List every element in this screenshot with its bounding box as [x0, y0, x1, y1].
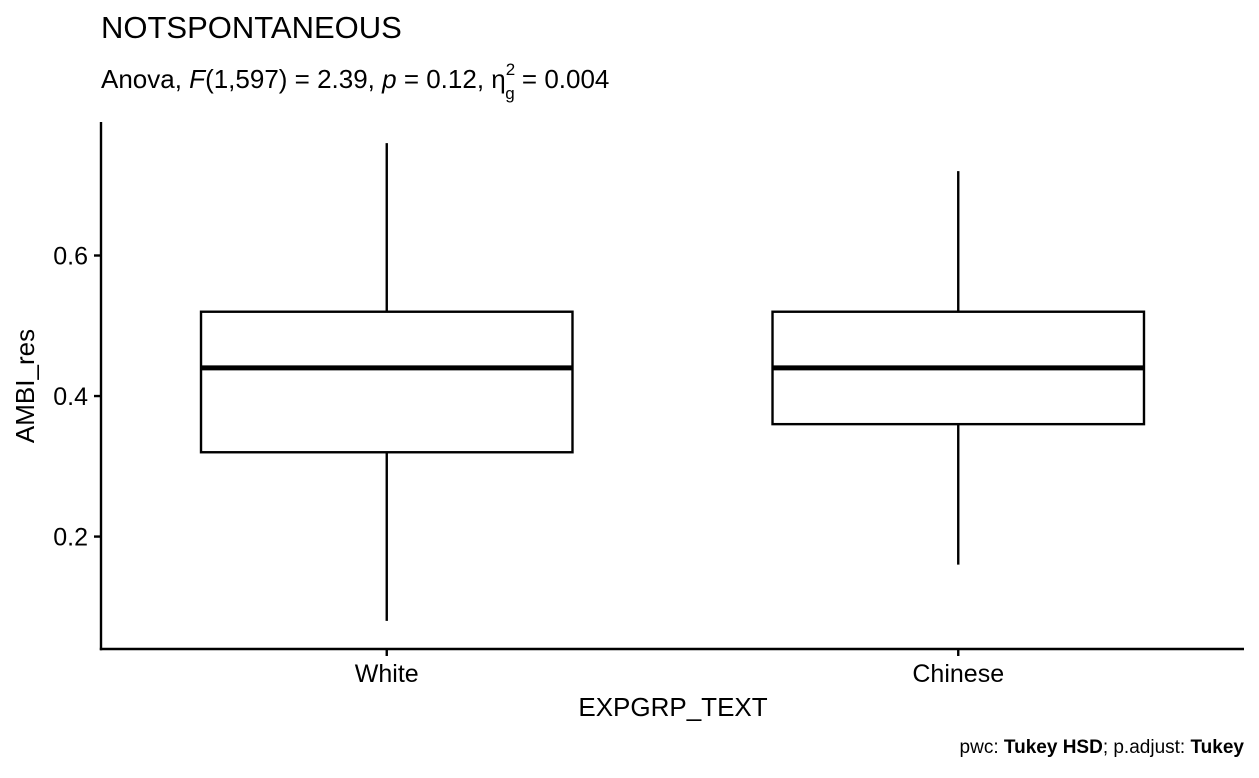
y-axis-title: AMBI_res: [10, 329, 40, 443]
chart-caption: pwc: Tukey HSD; p.adjust: Tukey: [960, 737, 1245, 758]
box-body: [199, 310, 574, 454]
plot-marks: [199, 143, 1146, 621]
y-tick-label: 0.4: [53, 383, 88, 411]
x-tick-label: White: [355, 660, 419, 688]
chart-title: NOTSPONTANEOUS: [101, 10, 402, 45]
x-axis: White Chinese: [99, 647, 1244, 688]
box-chinese: [771, 171, 1146, 565]
x-axis-title: EXPGRP_TEXT: [578, 692, 767, 722]
box-white: [199, 143, 574, 621]
y-tick-label: 0.2: [53, 524, 88, 552]
y-axis: 0.2 0.4 0.6: [53, 122, 103, 651]
chart-subtitle: Anova, F(1,597) = 2.39, p = 0.12, η2 g = …: [101, 60, 609, 103]
y-tick-label: 0.6: [53, 243, 88, 271]
x-tick-label: Chinese: [912, 660, 1004, 688]
